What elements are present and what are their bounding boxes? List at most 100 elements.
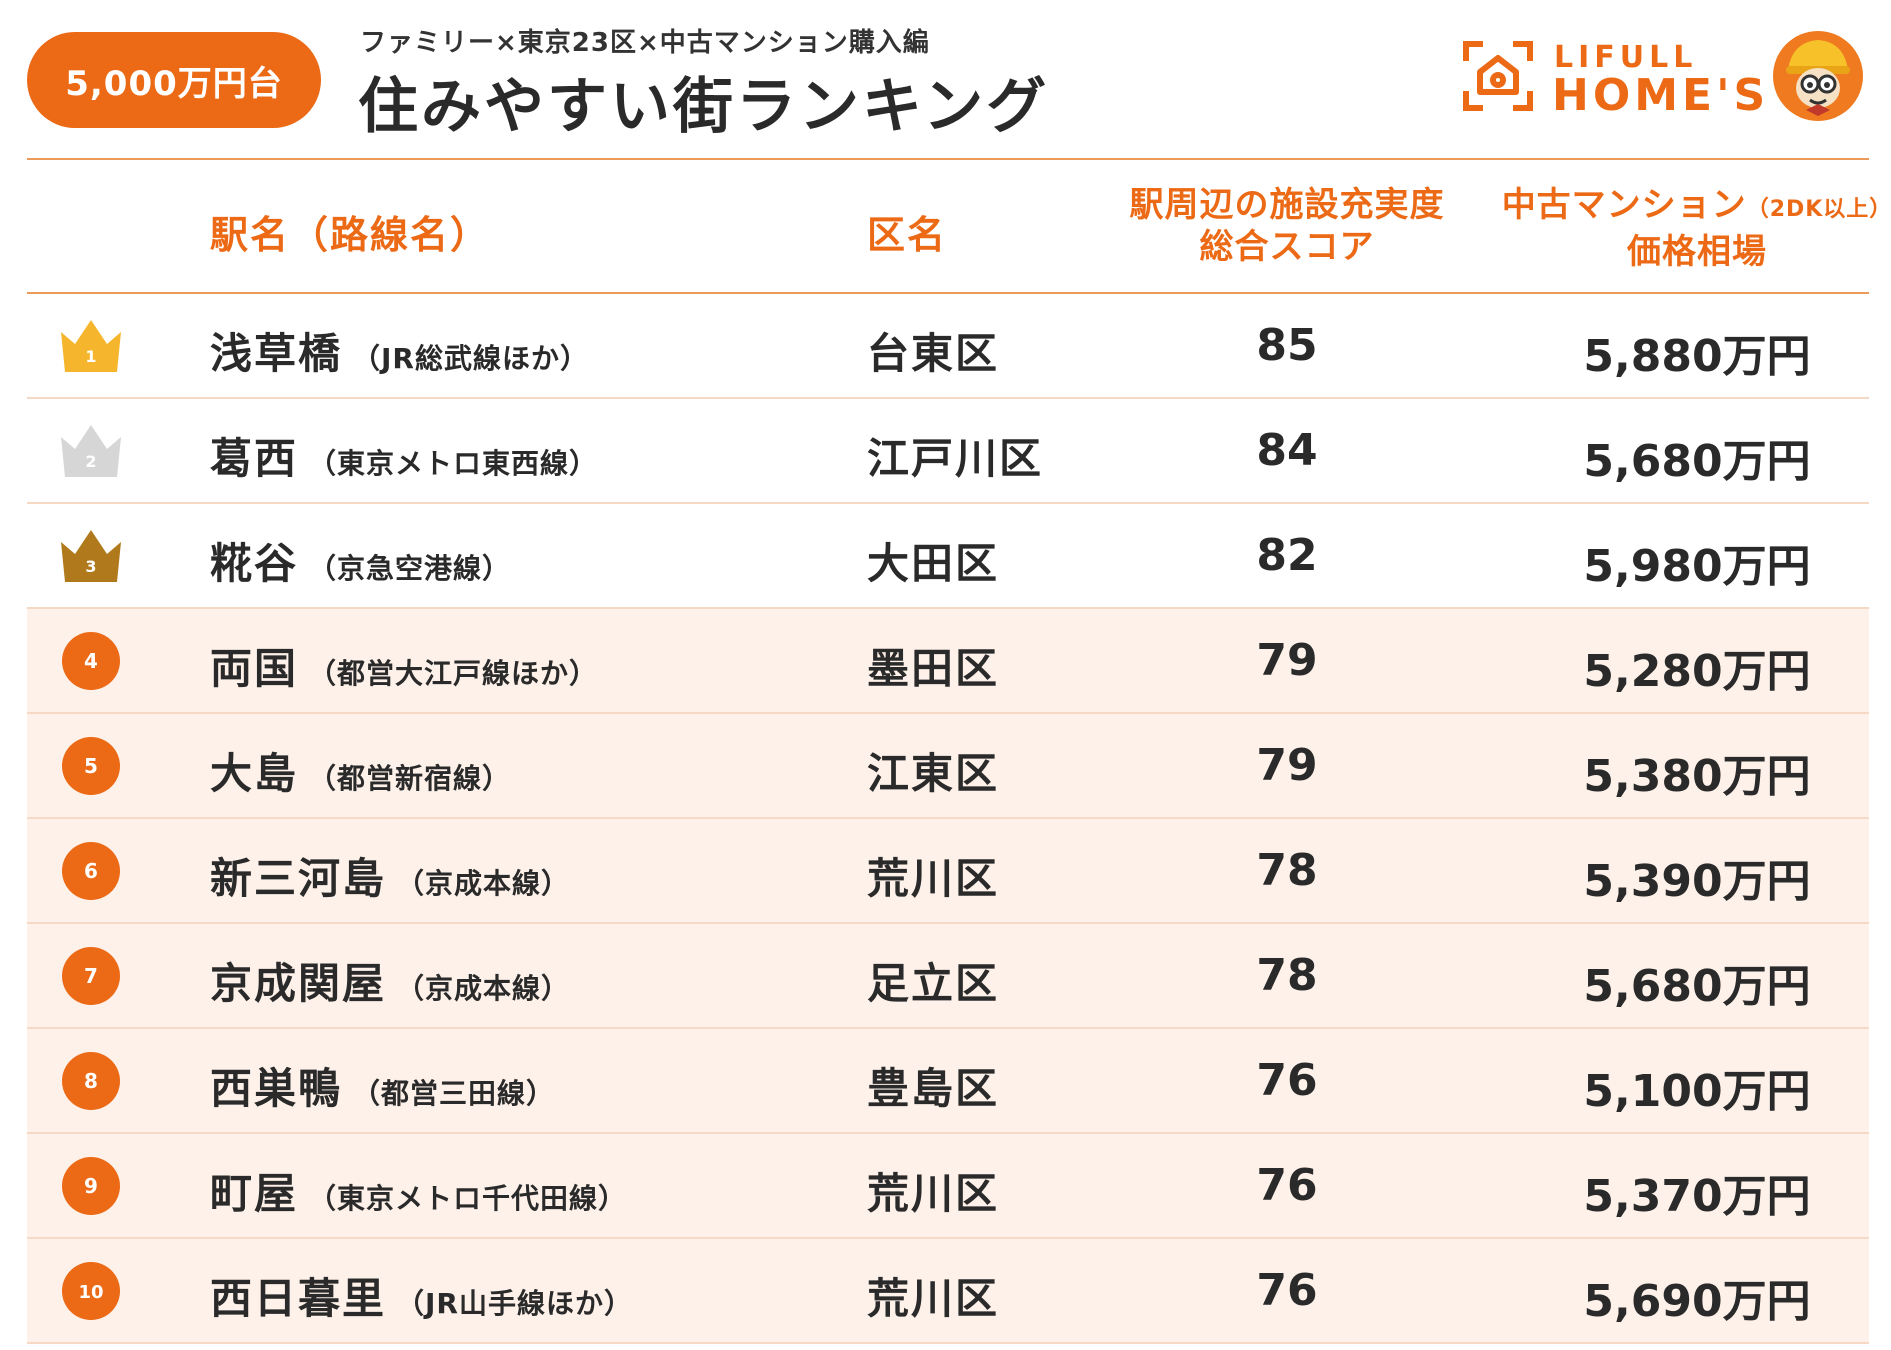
- price-header-text: 中古マンション: [1501, 185, 1747, 225]
- score-value: 76: [1256, 1265, 1318, 1316]
- ward-name: 荒川区: [867, 1169, 1000, 1218]
- table-row: 2 葛西 （東京メトロ東西線） 江戸川区 84 5,680万円: [27, 399, 1869, 504]
- rank-number: 4: [84, 649, 98, 673]
- price-range-badge: 5,000万円台: [27, 32, 321, 128]
- table-row: 7 京成関屋 （京成本線） 足立区 78 5,680万円: [27, 924, 1869, 1029]
- rank-circle-icon: 6: [62, 842, 120, 900]
- score-value: 76: [1256, 1055, 1318, 1106]
- rank-number: 8: [84, 1069, 98, 1093]
- station-name: 糀谷 （京急空港線）: [210, 530, 511, 591]
- house-logo-icon: [1463, 41, 1533, 111]
- header-divider: [27, 158, 1869, 160]
- column-header-score-line2: 総合スコア: [1199, 227, 1375, 267]
- table-header: 駅名（路線名） 区名 駅周辺の施設充実度 総合スコア 中古マンション（2DK以上…: [27, 160, 1891, 294]
- page-title: 住みやすい街ランキング: [358, 72, 1050, 142]
- rank-circle-icon: 9: [62, 1157, 120, 1215]
- station-name: 新三河島 （京成本線）: [210, 845, 570, 906]
- page-subtitle: ファミリー×東京23区×中古マンション購入編: [360, 28, 930, 58]
- score-value: 85: [1256, 320, 1318, 371]
- station-label: 糀谷: [210, 539, 299, 588]
- column-header-ward: 区名: [867, 213, 948, 257]
- rank-number: 3: [85, 557, 96, 576]
- ward-name: 豊島区: [867, 1064, 1000, 1113]
- rank-number: 2: [85, 452, 96, 471]
- score-value: 82: [1256, 530, 1318, 581]
- ward-name: 足立区: [867, 959, 1000, 1008]
- rank-number: 9: [84, 1174, 98, 1198]
- line-name: （東京メトロ千代田線）: [308, 1182, 628, 1215]
- price-value: 5,390万円: [1583, 856, 1811, 907]
- ranking-table: 1 浅草橋 （JR総武線ほか） 台東区 85 5,880万円 2 葛西 （東京メトロ…: [27, 294, 1869, 1344]
- gold-crown-icon: 1: [61, 320, 121, 372]
- column-header-score-line1: 駅周辺の施設充実度: [1129, 185, 1445, 225]
- rank-circle-icon: 4: [62, 632, 120, 690]
- rank-circle-icon: 10: [62, 1262, 120, 1320]
- price-value: 5,680万円: [1583, 436, 1811, 487]
- column-header-price-line2: 価格相場: [1627, 232, 1767, 272]
- station-label: 大島: [210, 749, 299, 798]
- station-name: 西日暮里 （JR山手線ほか）: [210, 1265, 633, 1326]
- line-name: （JR山手線ほか）: [396, 1287, 633, 1320]
- column-header-price: 中古マンション（2DK以上） 価格相場: [1477, 184, 1891, 273]
- table-row: 6 新三河島 （京成本線） 荒川区 78 5,390万円: [27, 819, 1869, 924]
- logo-text-lifull: LIFULL: [1554, 40, 1698, 75]
- column-header-score: 駅周辺の施設充実度 総合スコア: [1087, 184, 1487, 268]
- price-value: 5,370万円: [1583, 1171, 1811, 1222]
- station-label: 新三河島: [210, 854, 387, 903]
- price-value: 5,380万円: [1583, 751, 1811, 802]
- price-value: 5,980万円: [1583, 541, 1811, 592]
- column-header-station: 駅名（路線名）: [210, 213, 491, 257]
- station-name: 葛西 （東京メトロ東西線）: [210, 425, 598, 486]
- table-row: 10 西日暮里 （JR山手線ほか） 荒川区 76 5,690万円: [27, 1239, 1869, 1344]
- rank-circle-icon: 5: [62, 737, 120, 795]
- table-row: 9 町屋 （東京メトロ千代田線） 荒川区 76 5,370万円: [27, 1134, 1869, 1239]
- station-name: 両国 （都営大江戸線ほか）: [210, 635, 598, 696]
- price-value: 5,690万円: [1583, 1276, 1811, 1327]
- score-value: 84: [1256, 425, 1318, 476]
- ward-name: 墨田区: [867, 644, 1000, 693]
- rank-number: 10: [78, 1282, 103, 1303]
- rank-circle-icon: 7: [62, 947, 120, 1005]
- ward-name: 江戸川区: [867, 434, 1044, 483]
- silver-crown-icon: 2: [61, 425, 121, 477]
- station-label: 浅草橋: [210, 329, 343, 378]
- station-name: 西巣鴨 （都営三田線）: [210, 1055, 555, 1116]
- score-value: 79: [1256, 740, 1318, 791]
- station-label: 西巣鴨: [210, 1064, 343, 1113]
- station-label: 葛西: [210, 434, 299, 483]
- line-name: （京成本線）: [396, 867, 571, 900]
- station-name: 町屋 （東京メトロ千代田線）: [210, 1160, 627, 1221]
- line-name: （都営大江戸線ほか）: [308, 657, 599, 690]
- price-value: 5,280万円: [1583, 646, 1811, 697]
- score-value: 79: [1256, 635, 1318, 686]
- lifull-homes-logo: LIFULL HOME'S: [1462, 40, 1765, 121]
- price-value: 5,680万円: [1583, 961, 1811, 1012]
- score-value: 78: [1256, 845, 1318, 896]
- rank-number: 7: [84, 964, 98, 988]
- line-name: （東京メトロ東西線）: [308, 447, 599, 480]
- price-header-note: （2DK以上）: [1746, 197, 1891, 222]
- line-name: （京成本線）: [396, 972, 571, 1005]
- station-label: 両国: [210, 644, 299, 693]
- line-name: （JR総武線ほか）: [352, 342, 589, 375]
- table-row: 8 西巣鴨 （都営三田線） 豊島区 76 5,100万円: [27, 1029, 1869, 1134]
- price-value: 5,880万円: [1583, 331, 1811, 382]
- ward-name: 荒川区: [867, 854, 1000, 903]
- score-value: 76: [1256, 1160, 1318, 1211]
- ward-name: 江東区: [867, 749, 1000, 798]
- ward-name: 大田区: [867, 539, 1000, 588]
- price-value: 5,100万円: [1583, 1066, 1811, 1117]
- rank-number: 1: [85, 347, 96, 366]
- station-name: 大島 （都営新宿線）: [210, 740, 511, 801]
- table-row: 5 大島 （都営新宿線） 江東区 79 5,380万円: [27, 714, 1869, 819]
- score-value: 78: [1256, 950, 1318, 1001]
- table-row: 4 両国 （都営大江戸線ほか） 墨田区 79 5,280万円: [27, 609, 1869, 714]
- station-label: 京成関屋: [210, 959, 387, 1008]
- bronze-crown-icon: 3: [61, 530, 121, 582]
- table-row: 3 糀谷 （京急空港線） 大田区 82 5,980万円: [27, 504, 1869, 609]
- ward-name: 台東区: [867, 329, 1000, 378]
- mascot-character-icon: [1773, 31, 1863, 121]
- column-header-price-line1: 中古マンション（2DK以上）: [1477, 184, 1891, 231]
- table-row: 1 浅草橋 （JR総武線ほか） 台東区 85 5,880万円: [27, 294, 1869, 399]
- ward-name: 荒川区: [867, 1274, 1000, 1323]
